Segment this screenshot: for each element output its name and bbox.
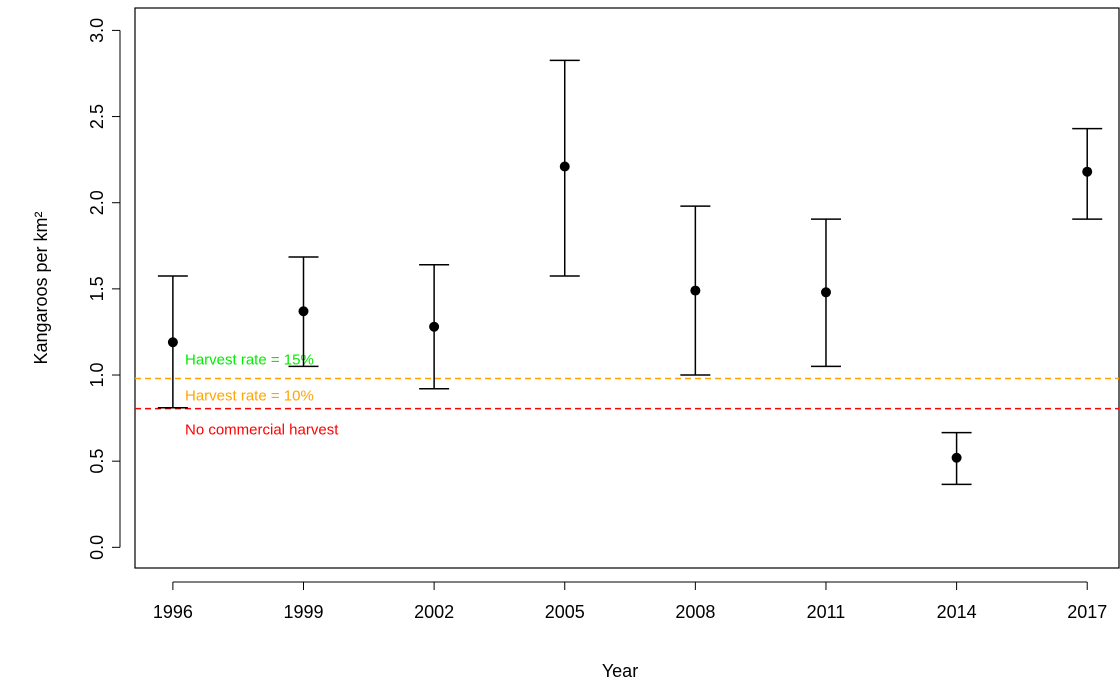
x-tick-label: 2011 (807, 602, 846, 622)
y-tick-label: 2.0 (87, 190, 107, 215)
plot-frame (134, 7, 1120, 569)
point (951, 452, 962, 463)
x-tick-label: 2008 (675, 602, 715, 622)
x-tick-label: 2005 (545, 602, 585, 622)
y-tick-label: 1.0 (87, 362, 107, 387)
y-axis-label: Kangaroos per km² (31, 211, 51, 364)
point (820, 287, 831, 298)
point (167, 337, 178, 348)
y-tick-label: 2.5 (87, 104, 107, 129)
point (559, 161, 570, 172)
point (429, 321, 440, 332)
y-tick-label: 0.5 (87, 449, 107, 474)
x-axis-label: Year (602, 661, 638, 681)
y-tick-label: 3.0 (87, 18, 107, 43)
x-tick-label: 1999 (283, 602, 323, 622)
y-tick-label: 1.5 (87, 276, 107, 301)
x-tick-label: 1996 (153, 602, 193, 622)
point (690, 285, 701, 296)
point (1082, 166, 1093, 177)
y-tick-label: 0.0 (87, 535, 107, 560)
x-tick-label: 2014 (937, 602, 977, 622)
reference-label: Harvest rate = 10% (185, 387, 314, 404)
annotation: Harvest rate = 15% (185, 351, 314, 368)
x-tick-label: 2002 (414, 602, 454, 622)
point (298, 306, 309, 317)
x-tick-label: 2017 (1067, 602, 1107, 622)
reference-label: No commercial harvest (185, 422, 339, 439)
